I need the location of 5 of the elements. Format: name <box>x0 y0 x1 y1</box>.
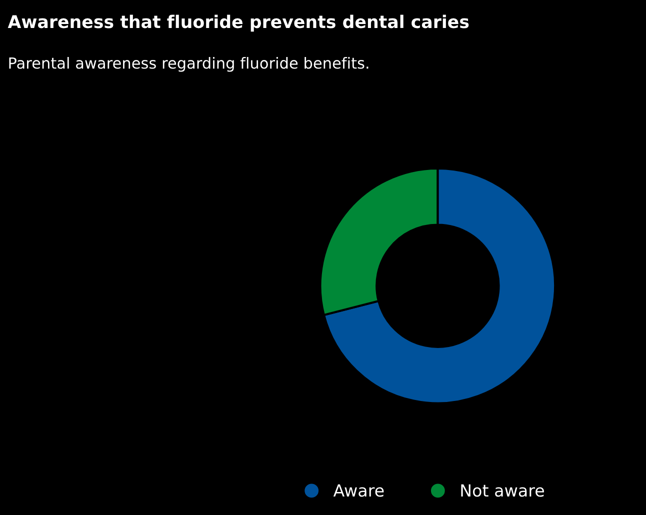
legend-label: Aware <box>333 484 384 497</box>
legend-label: Not aware <box>461 484 544 497</box>
chart-subtitle: Parental awareness regarding fluoride benefits. <box>9 56 368 72</box>
donut-slice <box>322 167 556 404</box>
chart-title: Awareness that fluoride prevents dental caries <box>8 14 469 32</box>
